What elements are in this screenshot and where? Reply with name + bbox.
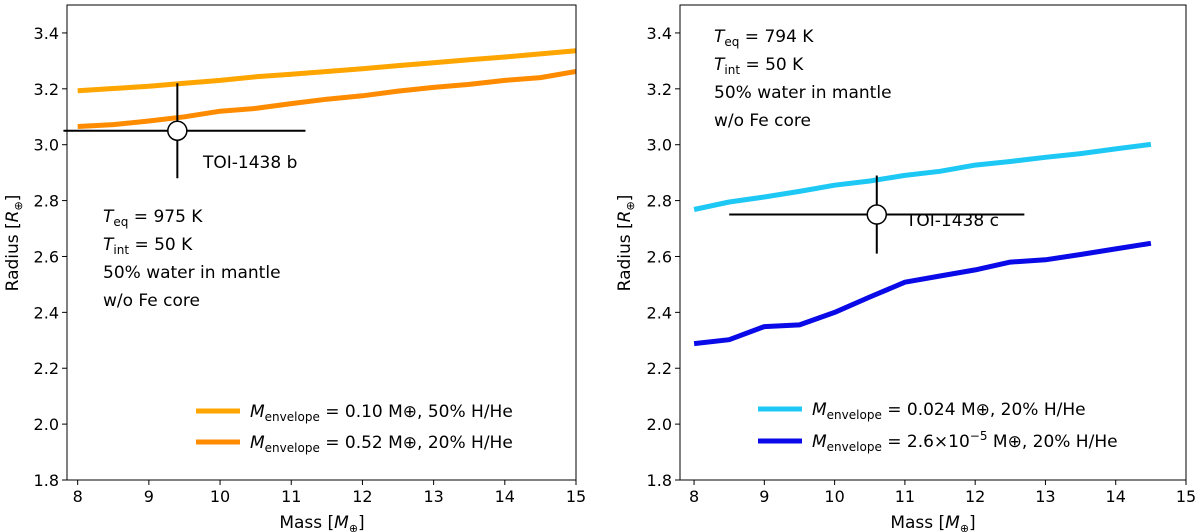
right-curves: [693, 141, 1152, 347]
right-teq-line: Teq = 794 K: [714, 27, 814, 49]
y-tick-label: 1.8: [34, 471, 59, 490]
right-x-ticks: 8 9 10 11 12 13 14 15: [689, 480, 1196, 506]
x-tick-label: 9: [759, 487, 769, 506]
series-line-2: [693, 240, 1152, 347]
left-x-ticks: 8 9 10 11 12 13 14 15: [73, 480, 586, 506]
series-line-1: [693, 141, 1152, 212]
planet-point: [866, 204, 888, 225]
left-water-line: 50% water in mantle: [103, 263, 281, 283]
y-tick-label: 2.6: [647, 247, 672, 266]
y-tick-label: 2.0: [647, 415, 672, 434]
left-panel: 8 9 10 11 12 13 14 15 1.8 2.0 2.2 2.4 2.6 2.8 3.0 3.2 3…: [3, 4, 586, 532]
y-tick-label: 2.8: [34, 192, 59, 211]
y-tick-label: 1.8: [647, 471, 672, 490]
y-tick-label: 3.2: [34, 80, 59, 99]
right-legend: Menvelope = 0.024 M⊕, 20% H/He Menvelope…: [758, 400, 1118, 454]
left-legend: Menvelope = 0.10 M⊕, 50% H/He Menvelope …: [196, 402, 513, 455]
right-tint-line: Tint = 50 K: [714, 55, 804, 77]
left-legend-label-2: Menvelope = 0.52 M⊕, 20% H/He: [250, 433, 513, 455]
left-annotation: Teq = 975 K Tint = 50 K 50% water in man…: [103, 207, 281, 311]
y-tick-label: 2.0: [34, 415, 59, 434]
y-tick-label: 3.4: [34, 24, 59, 43]
x-tick-label: 8: [689, 487, 699, 506]
y-tick-label: 2.6: [34, 247, 59, 266]
right-axes-frame: [679, 4, 1187, 481]
x-tick-label: 14: [495, 487, 515, 506]
right-y-axis-label: Radius [R⊕]: [615, 195, 637, 292]
x-tick-label: 15: [566, 487, 586, 506]
x-tick-label: 11: [281, 487, 301, 506]
right-core-line: w/o Fe core: [714, 111, 811, 131]
y-tick-label: 3.0: [34, 136, 59, 155]
x-tick-label: 14: [1106, 487, 1126, 506]
left-x-axis-label: Mass [M⊕]: [279, 513, 364, 532]
x-tick-label: 10: [210, 487, 230, 506]
y-tick-label: 2.2: [34, 359, 59, 378]
series-line-1: [77, 48, 576, 94]
y-tick-label: 3.0: [647, 136, 672, 155]
x-tick-label: 13: [1035, 487, 1055, 506]
left-legend-label-1: Menvelope = 0.10 M⊕, 50% H/He: [250, 402, 513, 424]
right-y-ticks: 1.8 2.0 2.2 2.4 2.6 2.8 3.0 3.2 3.4: [647, 24, 680, 490]
x-tick-label: 8: [73, 487, 83, 506]
right-planet-label: TOI-1438 c: [905, 211, 999, 231]
left-teq-line: Teq = 975 K: [103, 207, 203, 229]
x-tick-label: 9: [144, 487, 154, 506]
y-tick-label: 3.2: [647, 80, 672, 99]
left-planet-marker: [63, 83, 306, 179]
right-annotation: Teq = 794 K Tint = 50 K 50% water in man…: [714, 27, 892, 131]
x-tick-label: 15: [1176, 487, 1196, 506]
left-axes-frame: [66, 4, 577, 481]
right-x-axis-label: Mass [M⊕]: [890, 513, 975, 532]
right-panel: 8 9 10 11 12 13 14 15 1.8 2.0 2.2 2.4 2.6 2.8 3.0 3.2 3…: [615, 4, 1196, 532]
x-tick-label: 12: [352, 487, 372, 506]
y-tick-label: 2.8: [647, 192, 672, 211]
right-legend-label-2: Menvelope = 2.6×10−5 M⊕, 20% H/He: [812, 429, 1118, 454]
right-legend-label-1: Menvelope = 0.024 M⊕, 20% H/He: [812, 400, 1086, 422]
x-tick-label: 13: [423, 487, 443, 506]
x-tick-label: 12: [965, 487, 985, 506]
y-tick-label: 2.4: [647, 303, 672, 322]
series-line-2: [77, 69, 576, 129]
left-core-line: w/o Fe core: [103, 291, 200, 311]
left-tint-line: Tint = 50 K: [103, 235, 193, 257]
left-y-ticks: 1.8 2.0 2.2 2.4 2.6 2.8 3.0 3.2 3.4: [34, 24, 67, 490]
right-planet-marker: [729, 175, 1025, 254]
planet-point: [167, 120, 188, 141]
y-tick-label: 3.4: [647, 24, 672, 43]
left-curves: [77, 48, 576, 129]
left-planet-label: TOI-1438 b: [202, 153, 297, 173]
left-y-axis-label: Radius [R⊕]: [3, 195, 25, 292]
x-tick-label: 11: [895, 487, 915, 506]
x-tick-label: 10: [824, 487, 844, 506]
y-tick-label: 2.2: [647, 359, 672, 378]
right-water-line: 50% water in mantle: [714, 83, 892, 103]
y-tick-label: 2.4: [34, 303, 59, 322]
